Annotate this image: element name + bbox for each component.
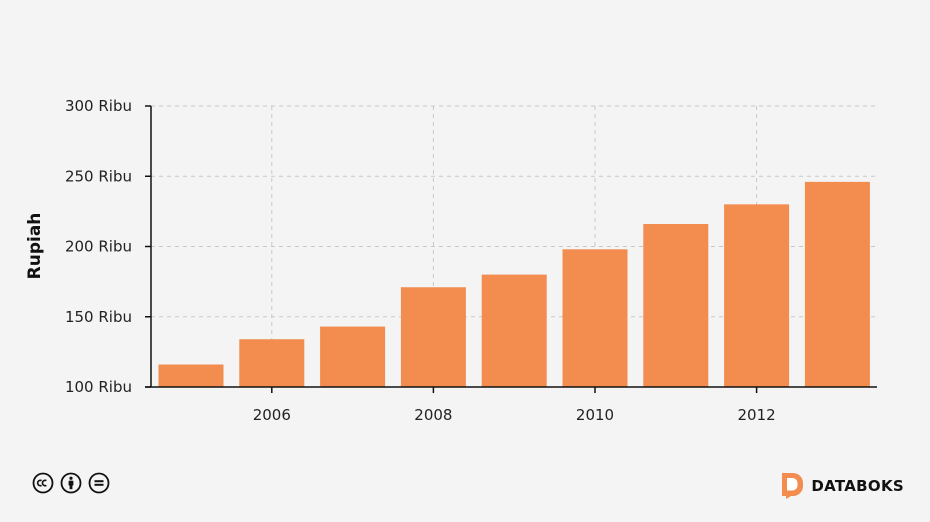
y-tick-label: 250 Ribu: [65, 167, 132, 185]
bar-2006[interactable]: [239, 339, 305, 387]
bar-2008[interactable]: [400, 287, 466, 387]
x-tick-label: 2012: [738, 406, 776, 424]
y-tick-label: 300 Ribu: [65, 97, 132, 115]
x-tick-labels: 2006 2008 2010 2012: [253, 387, 776, 424]
bar-2013[interactable]: [804, 181, 870, 387]
y-tick-label: 200 Ribu: [65, 238, 132, 256]
brand: DATABOKS: [780, 472, 904, 499]
bar-chart: 100 Ribu 150 Ribu 200 Ribu 250 Ribu 300 Ribu…: [25, 97, 877, 424]
y-tick-label: 100 Ribu: [65, 378, 132, 396]
y-tick-labels: 100 Ribu 150 Ribu 200 Ribu 250 Ribu 300 Ribu: [65, 97, 151, 396]
x-tick-label: 2010: [576, 406, 614, 424]
bar-2007[interactable]: [320, 326, 386, 387]
bar-2005[interactable]: [158, 364, 224, 387]
attribution-icon[interactable]: [60, 472, 82, 494]
bar-series: [158, 181, 870, 387]
y-axis-title: Rupiah: [25, 213, 45, 280]
bar-2012[interactable]: [724, 204, 790, 387]
y-tick-label: 150 Ribu: [65, 308, 132, 326]
x-tick-label: 2006: [253, 406, 291, 424]
bar-2009[interactable]: [481, 274, 547, 387]
x-tick-label: 2008: [414, 406, 452, 424]
bar-2011[interactable]: [643, 224, 709, 387]
bar-2010[interactable]: [562, 249, 628, 387]
no-derivatives-icon[interactable]: [88, 472, 110, 494]
license-badges: [32, 472, 110, 494]
databoks-logo-icon: [782, 473, 804, 499]
brand-name: DATABOKS: [811, 476, 904, 495]
creative-commons-icon[interactable]: [32, 472, 54, 494]
